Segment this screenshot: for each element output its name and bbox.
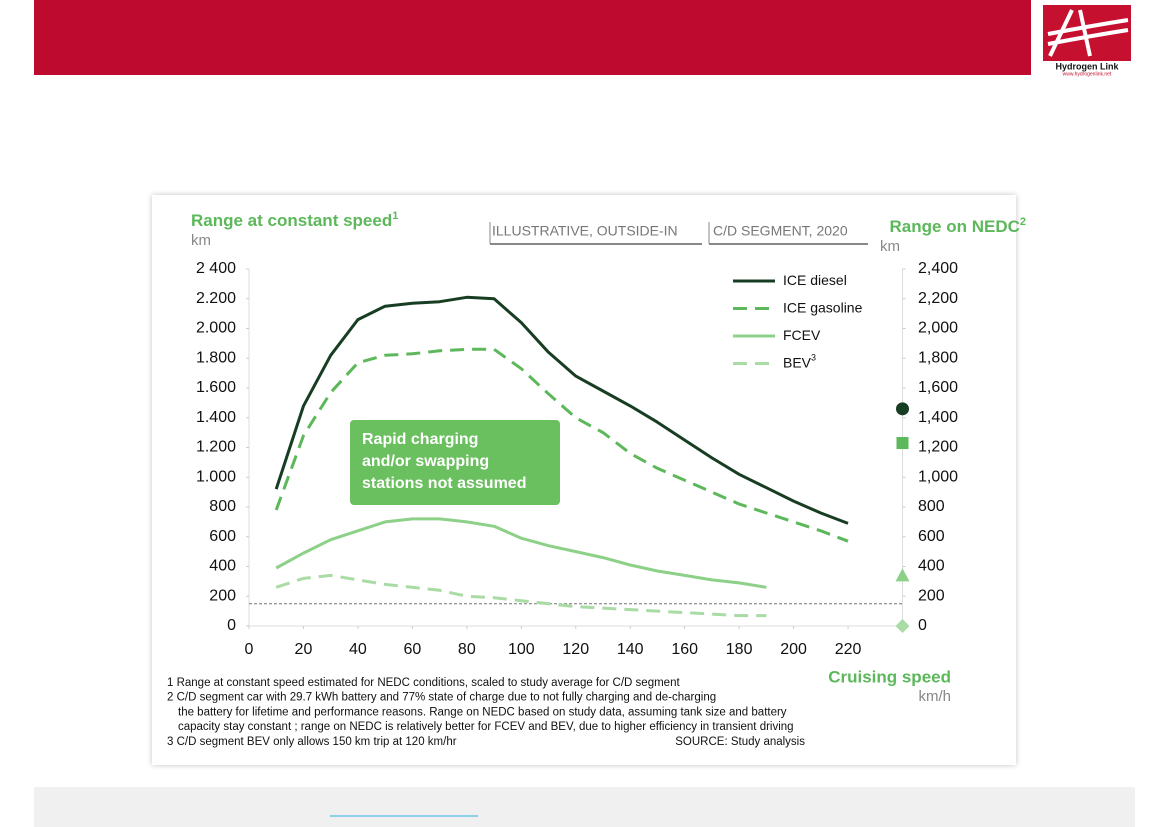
nedc-marker bbox=[895, 619, 910, 633]
y2-tick-label: 400 bbox=[918, 558, 945, 575]
logo-title: Hydrogen Link bbox=[1055, 61, 1119, 71]
y-tick-label: 2 400 bbox=[196, 260, 236, 277]
x-tick-label: 80 bbox=[458, 641, 476, 658]
annotation-text: and/or swapping bbox=[362, 453, 489, 470]
legend-name: BEV bbox=[783, 354, 812, 370]
footnote: 2 C/D segment car with 29.7 kWh battery … bbox=[167, 692, 716, 704]
y2-tick-label: 1,800 bbox=[918, 349, 958, 366]
y-tick-label: 2.000 bbox=[196, 320, 236, 337]
legend-name: FCEV bbox=[783, 327, 821, 343]
y2-tick-label: 1,200 bbox=[918, 439, 958, 456]
series-line bbox=[275, 517, 767, 589]
y-tick-label: 1.400 bbox=[196, 409, 236, 426]
x-tick-label: 200 bbox=[780, 641, 807, 658]
y2-tick-label: 200 bbox=[918, 587, 945, 604]
legend-sup: 3 bbox=[811, 353, 816, 363]
tag: ILLUSTRATIVE, OUTSIDE-IN bbox=[492, 223, 678, 239]
y-label-text: Range at constant speed bbox=[191, 211, 392, 230]
y-tick-label: 400 bbox=[209, 558, 236, 575]
nedc-marker bbox=[896, 402, 909, 416]
chart: Range at constant speed1 km Range on NED… bbox=[191, 210, 1026, 748]
y2-tick-label: 1,400 bbox=[918, 409, 958, 426]
tag: C/D SEGMENT, 2020 bbox=[713, 223, 848, 239]
y2-tick-label: 800 bbox=[918, 498, 945, 515]
annotation-text: Rapid charging bbox=[362, 431, 478, 448]
x-tick-label: 20 bbox=[295, 641, 313, 658]
y2-tick-label: 2,000 bbox=[918, 320, 958, 337]
series-line bbox=[274, 295, 849, 525]
y-tick-label: 200 bbox=[209, 587, 236, 604]
x-axis-label: Cruising speed bbox=[828, 667, 951, 686]
y2-tick-label: 1,000 bbox=[918, 468, 958, 485]
footnote: capacity stay constant ; range on NEDC i… bbox=[178, 721, 794, 733]
y-tick-label: 600 bbox=[209, 528, 236, 545]
x-tick-label: 140 bbox=[617, 641, 644, 658]
chart-card bbox=[152, 195, 1016, 765]
y2-tick-label: 0 bbox=[918, 617, 927, 634]
y2-label-sup: 2 bbox=[1020, 216, 1026, 228]
x-tick-label: 180 bbox=[726, 641, 753, 658]
footnote: 3 C/D segment BEV only allows 150 km tri… bbox=[167, 736, 457, 748]
nedc-marker bbox=[895, 568, 910, 582]
x-tick-label: 220 bbox=[835, 641, 862, 658]
annotation-box bbox=[350, 420, 560, 505]
footnote: 1 Range at constant speed estimated for … bbox=[167, 677, 680, 689]
y-tick-label: 1.600 bbox=[196, 379, 236, 396]
y2-unit: km bbox=[880, 238, 900, 255]
footer bbox=[34, 787, 1135, 827]
legend-name: ICE gasoline bbox=[783, 299, 863, 315]
x-tick-label: 40 bbox=[349, 641, 367, 658]
x-tick-label: 0 bbox=[245, 641, 254, 658]
y-tick-label: 2.200 bbox=[196, 290, 236, 307]
y-unit: km bbox=[191, 232, 211, 249]
legend-entry: ICE diesel bbox=[783, 272, 847, 288]
y-tick-label: 0 bbox=[227, 617, 236, 634]
y-axis-label: Range at constant speed1 bbox=[191, 210, 398, 231]
y2-tick-label: 2,200 bbox=[918, 290, 958, 307]
y2-axis-label: Range on NEDC2 bbox=[890, 216, 1026, 237]
legend-entry: ICE gasoline bbox=[783, 299, 863, 315]
x-tick-label: 100 bbox=[508, 641, 535, 658]
y2-label-text: Range on NEDC bbox=[890, 217, 1020, 236]
logo: Hydrogen Link www.hydrogenlink.net bbox=[1043, 5, 1131, 77]
x-tick-label: 160 bbox=[671, 641, 698, 658]
footnote: the battery for lifetime and performance… bbox=[178, 706, 787, 718]
source: SOURCE: Study analysis bbox=[675, 736, 805, 748]
y-tick-label: 1.800 bbox=[196, 349, 236, 366]
series-line bbox=[275, 573, 767, 618]
legend-entry: FCEV bbox=[783, 327, 821, 343]
y2-tick-label: 600 bbox=[918, 528, 945, 545]
y-tick-label: 800 bbox=[209, 498, 236, 515]
x-tick-label: 60 bbox=[403, 641, 421, 658]
x-unit: km/h bbox=[918, 688, 951, 705]
legend-entry: BEV3 bbox=[783, 353, 816, 370]
y-tick-label: 1.000 bbox=[196, 468, 236, 485]
legend-name: ICE diesel bbox=[783, 272, 847, 288]
series-line bbox=[274, 347, 849, 543]
nedc-marker bbox=[896, 437, 909, 450]
logo-mark bbox=[1047, 9, 1129, 57]
header-bar bbox=[34, 0, 1031, 75]
y2-tick-label: 2,400 bbox=[918, 260, 958, 277]
x-tick-label: 120 bbox=[562, 641, 589, 658]
logo-url: www.hydrogenlink.net bbox=[1063, 71, 1112, 77]
annotation-text: stations not assumed bbox=[362, 475, 526, 492]
y-tick-label: 1.200 bbox=[196, 439, 236, 456]
y-label-sup: 1 bbox=[392, 210, 398, 222]
y2-tick-label: 1,600 bbox=[918, 379, 958, 396]
